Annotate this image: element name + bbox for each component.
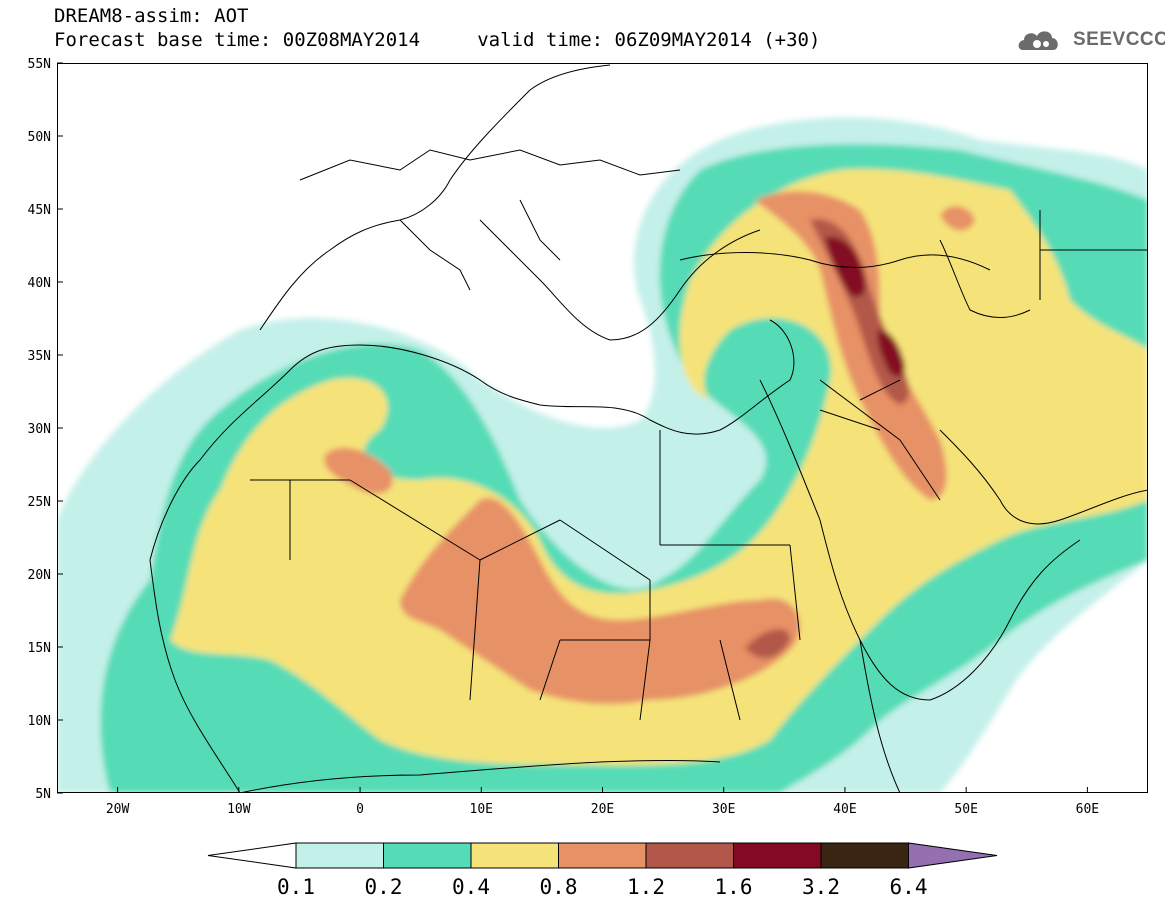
lon-label: 40E [833,802,856,817]
lat-label: 50N [28,130,51,145]
aot-region-0-8-sahara [324,447,393,494]
colorbar-segment [295,842,384,869]
lon-label: 10W [227,802,251,817]
colorbar-level-label: 0.4 [452,875,490,899]
aot-region-1-2 [745,628,790,659]
colorbar-level-label: 1.2 [627,875,665,899]
cloud-icon [1018,31,1058,50]
colorbar-segment [470,842,559,869]
lat-label: 55N [28,57,51,72]
aot-region-0-8-caspian [940,205,975,231]
lon-label: 50E [954,802,977,817]
lon-label: 60E [1076,802,1099,817]
forecast-time-title: Forecast base time: 00Z08MAY2014 valid t… [54,29,821,51]
coastlines [149,64,1148,793]
lon-axis: 20W 10W 0 10E 20E 30E 40E 50E 60E [106,787,1099,817]
map-frame [57,63,1148,793]
lat-label: 15N [28,641,51,656]
lat-label: 30N [28,422,51,437]
colorbar-level-label: 0.2 [365,875,403,899]
lat-label: 10N [28,714,51,729]
colorbar-segment [733,842,822,869]
colorbar-level-label: 1.6 [715,875,753,899]
colorbar-level-label: 6.4 [890,875,928,899]
colorbar-segment [645,842,734,869]
lat-label: 35N [28,349,51,364]
lat-label: 5N [35,787,51,802]
lon-label: 20E [591,802,614,817]
lon-label: 10E [470,802,493,817]
colorbar-level-label: 3.2 [802,875,840,899]
aot-region-1-6-iraq [877,329,905,377]
colorbar-segment [820,842,909,869]
aot-contours [57,117,1148,793]
colorbar-under-arrow [207,842,297,869]
lat-axis: 55N 50N 45N 40N 35N 30N 25N 20N 15N 10N 5N [28,57,63,802]
lat-label: 25N [28,495,51,510]
colorbar-segment [383,842,472,869]
lat-label: 45N [28,203,51,218]
lon-label: 30E [712,802,735,817]
lat-label: 20N [28,568,51,583]
logo-text: SEEVCCC [1073,29,1165,50]
lat-label: 40N [28,276,51,291]
lon-label: 0 [356,802,364,817]
model-title: DREAM8-assim: AOT [54,5,249,27]
colorbar: 0.1 0.2 0.4 0.8 1.2 1.6 3.2 6.4 [207,842,998,899]
colorbar-segment [558,842,647,869]
colorbar-over-arrow [908,842,998,869]
lon-label: 20W [106,802,130,817]
colorbar-level-label: 0.8 [540,875,578,899]
aot-region-0-8-mideast [755,191,947,501]
colorbar-level-label: 0.1 [277,875,315,899]
